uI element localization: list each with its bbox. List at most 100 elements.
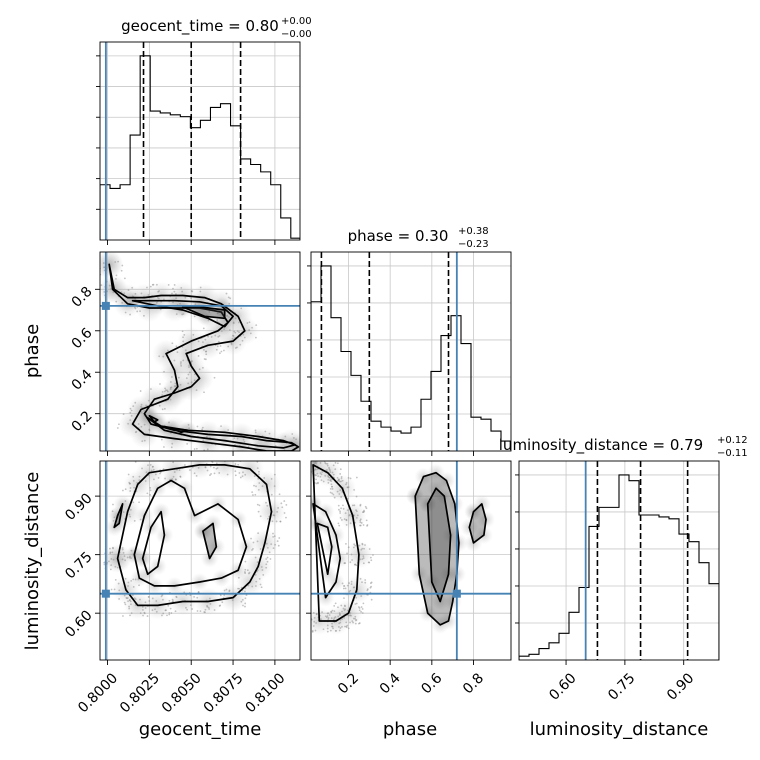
sample-point: [312, 461, 315, 464]
sample-point: [145, 471, 148, 474]
sample-point: [130, 579, 133, 582]
sample-point: [261, 485, 264, 488]
sample-point: [362, 562, 365, 565]
sample-point: [159, 308, 162, 311]
sample-point: [203, 358, 206, 360]
sample-point: [157, 476, 160, 479]
sample-point: [322, 480, 325, 483]
sample-point: [361, 581, 363, 584]
sample-point: [197, 340, 200, 343]
sample-point: [218, 472, 221, 474]
sample-point: [177, 376, 180, 379]
sample-point: [155, 283, 158, 286]
contours-luminosity-distance-vs-phase: [312, 464, 487, 626]
sample-point: [163, 370, 165, 373]
sample-point: [307, 454, 309, 456]
histogram-luminosity-distance: [519, 461, 719, 660]
sample-point: [306, 460, 308, 462]
sample-point: [110, 564, 113, 566]
sample-point: [239, 476, 242, 479]
sample-point: [300, 455, 302, 457]
sample-point: [345, 621, 348, 624]
sample-point: [254, 429, 257, 432]
sample-point: [341, 618, 344, 620]
sample-point: [270, 543, 273, 546]
sample-point: [175, 313, 178, 316]
tick-label-x: 0.75: [605, 670, 638, 703]
sample-point: [127, 600, 129, 603]
sample-point: [185, 606, 187, 609]
sample-point: [326, 624, 329, 627]
sample-point: [372, 554, 374, 556]
sample-point: [345, 483, 347, 486]
sample-point: [286, 454, 288, 456]
sample-point: [254, 573, 257, 576]
sample-point: [228, 589, 231, 592]
sample-point: [172, 475, 175, 478]
truth-marker: [101, 589, 110, 598]
sample-point: [195, 447, 198, 450]
sample-point: [165, 609, 167, 612]
sample-point: [301, 471, 303, 473]
sample-point: [338, 524, 341, 527]
sample-point: [128, 607, 131, 610]
sample-point: [168, 613, 171, 616]
sample-point: [110, 558, 113, 560]
sample-point: [337, 522, 340, 525]
sample-point: [277, 544, 280, 547]
sample-point: [134, 401, 137, 404]
sample-point: [196, 425, 199, 428]
tick-label-y: 0.60: [62, 608, 95, 641]
sample-point: [236, 437, 239, 440]
sample-point: [169, 607, 172, 610]
contour-line: [468, 503, 487, 544]
sample-point: [319, 475, 322, 478]
sample-point: [331, 471, 334, 474]
sample-point: [158, 355, 161, 358]
sample-point: [367, 561, 370, 564]
sample-point: [244, 560, 247, 563]
sample-point: [278, 537, 281, 539]
sample-point: [326, 462, 329, 465]
sample-point: [193, 315, 196, 318]
tick-label-y: 0.90: [62, 490, 95, 523]
sample-point: [266, 560, 269, 563]
sample-point: [315, 474, 317, 477]
sample-point: [329, 629, 332, 632]
sample-point: [144, 480, 147, 482]
histogram-phase: [311, 252, 511, 451]
sample-point: [319, 462, 322, 464]
sample-point: [278, 493, 281, 496]
sample-point: [219, 345, 222, 347]
sample-point: [242, 471, 244, 474]
sample-point: [130, 414, 133, 417]
sample-point: [342, 507, 345, 510]
sample-point: [265, 542, 268, 545]
sample-point: [251, 326, 253, 329]
sample-point: [159, 472, 161, 475]
sample-point: [114, 578, 117, 581]
sample-point: [256, 503, 259, 506]
sample-point: [189, 604, 192, 607]
sample-point: [345, 481, 348, 484]
sample-point: [355, 495, 358, 498]
sample-point: [109, 552, 112, 555]
sample-point: [139, 598, 141, 601]
sample-point: [347, 627, 350, 630]
sample-point: [311, 457, 313, 459]
sample-point: [318, 456, 320, 458]
sample-point: [191, 290, 194, 293]
sample-point: [181, 290, 184, 293]
sample-point: [351, 620, 354, 623]
diag-panel-phase: phase = 0.30 +0.38 −0.23: [307, 226, 512, 456]
sample-point: [215, 462, 218, 465]
sample-point: [247, 584, 250, 587]
sample-point: [342, 504, 344, 507]
sample-point: [124, 559, 127, 562]
sample-point: [256, 561, 259, 564]
sample-point: [248, 321, 251, 324]
sample-point: [313, 620, 316, 623]
tick-label-x: 0.90: [664, 670, 697, 703]
axes-frame: [310, 460, 512, 661]
sample-point: [202, 327, 205, 330]
